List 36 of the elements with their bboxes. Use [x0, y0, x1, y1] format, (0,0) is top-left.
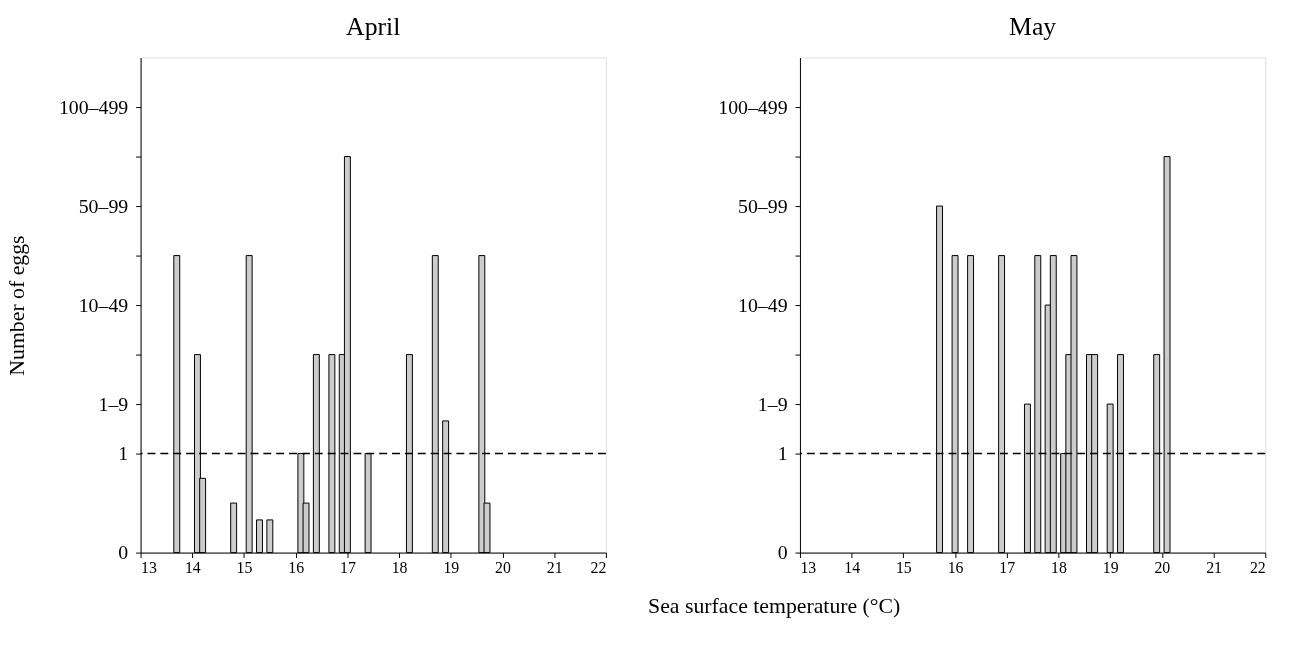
x-tick-label: 16 — [288, 558, 305, 576]
y-tick-label: 0 — [777, 541, 788, 564]
y-tick-label: 50–99 — [78, 194, 129, 217]
y-tick-label: 100–499 — [718, 95, 788, 118]
y-tick-label: 1–9 — [98, 392, 129, 415]
y-tick-label: 10–49 — [78, 293, 129, 316]
x-tick-label: 18 — [1051, 558, 1067, 576]
x-axis-title: Sea surface temperature (°C) — [648, 593, 901, 618]
x-tick-label: 21 — [1206, 558, 1222, 576]
x-tick-label: 21 — [546, 558, 563, 576]
x-tick-label: 17 — [339, 558, 356, 576]
y-tick-label: 1–9 — [757, 392, 788, 415]
x-tick-label: 15 — [895, 558, 912, 576]
y-tick-label: 10–49 — [738, 293, 788, 316]
y-tick-label: 1 — [777, 442, 788, 465]
x-tick-label: 22 — [1249, 558, 1266, 576]
y-tick-label: 1 — [118, 442, 129, 465]
x-tick-label: 20 — [495, 558, 511, 576]
y-tick-label: 0 — [118, 541, 129, 564]
y-axis-title: Number of eggs — [5, 235, 30, 376]
x-tick-label: 19 — [1102, 558, 1119, 576]
chart-title: May — [1009, 11, 1057, 41]
x-tick-label: 14 — [844, 558, 861, 576]
x-tick-label: 16 — [947, 558, 964, 576]
x-tick-label: 13 — [141, 558, 157, 576]
chart-title: April — [346, 11, 401, 41]
x-tick-label: 19 — [443, 558, 460, 576]
x-tick-label: 13 — [800, 558, 817, 576]
x-tick-label: 22 — [590, 558, 607, 576]
x-tick-label: 15 — [236, 558, 253, 576]
x-tick-label: 14 — [184, 558, 201, 576]
y-tick-label: 50–99 — [738, 194, 788, 217]
x-tick-label: 17 — [999, 558, 1016, 576]
y-tick-label: 100–499 — [58, 95, 129, 118]
x-tick-label: 20 — [1154, 558, 1171, 576]
x-tick-label: 18 — [391, 558, 408, 576]
